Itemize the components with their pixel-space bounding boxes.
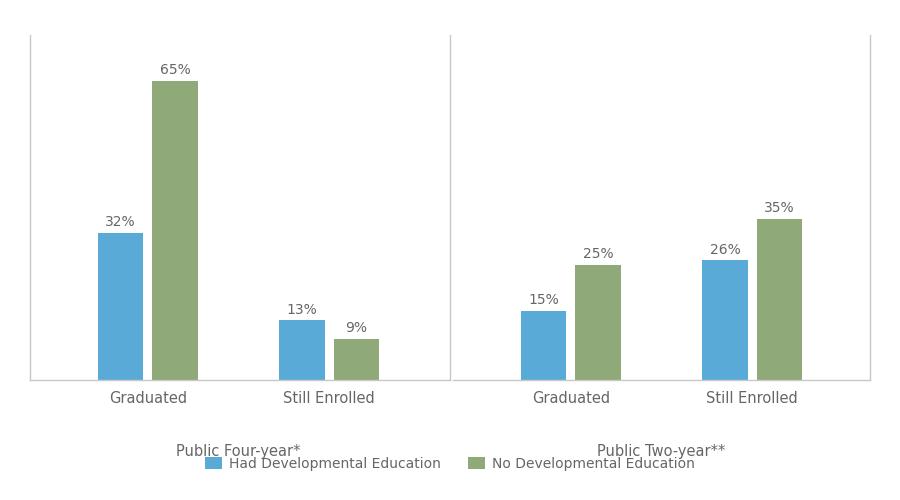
Bar	[757, 219, 802, 380]
Text: 25%: 25%	[582, 248, 614, 262]
Bar	[152, 81, 198, 380]
Bar	[702, 260, 748, 380]
Text: Public Four-year*: Public Four-year*	[176, 444, 301, 460]
Bar	[98, 233, 143, 380]
Text: 9%: 9%	[346, 321, 367, 335]
Text: 32%: 32%	[105, 215, 136, 229]
Bar	[334, 338, 379, 380]
Text: 65%: 65%	[159, 64, 191, 78]
Bar	[521, 311, 566, 380]
Text: 15%: 15%	[528, 294, 559, 308]
Text: 26%: 26%	[709, 242, 741, 256]
Bar	[575, 265, 621, 380]
Bar	[279, 320, 325, 380]
Text: Public Two-year**: Public Two-year**	[598, 444, 725, 460]
Text: 13%: 13%	[286, 302, 318, 316]
Legend: Had Developmental Education, No Developmental Education: Had Developmental Education, No Developm…	[200, 452, 700, 476]
Text: 35%: 35%	[764, 202, 795, 215]
